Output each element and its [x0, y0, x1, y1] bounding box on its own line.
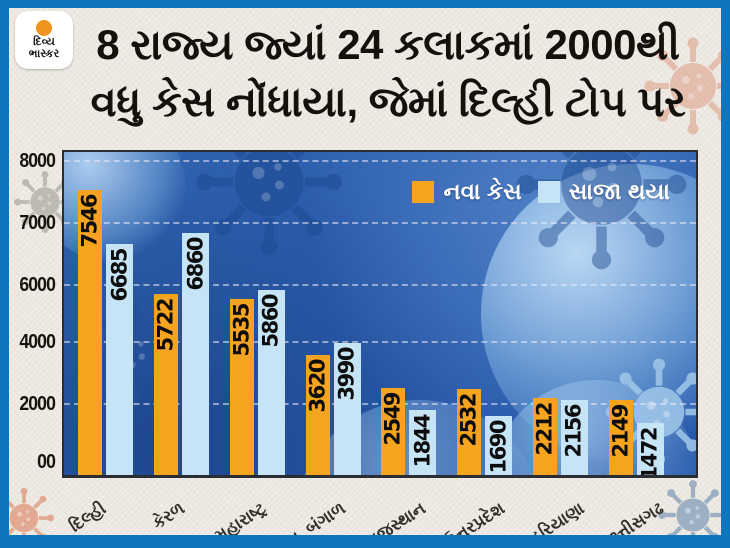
- logo-sun-icon: [36, 20, 52, 37]
- bar-recovered: 6860: [182, 233, 210, 475]
- gridline: [64, 284, 696, 286]
- x-axis-label: હરિયાણા: [525, 498, 588, 535]
- y-axis-tick-label: 6000: [19, 274, 56, 296]
- gridline: [64, 222, 696, 224]
- legend-item-new-cases: નવા કેસ: [412, 178, 522, 205]
- legend-label-recovered: સાજા થયા: [568, 178, 670, 204]
- bar-recovered: 6685: [106, 244, 134, 475]
- gridline: [64, 403, 696, 405]
- bar-new-cases: 2532: [456, 389, 482, 475]
- bar-new-cases: 2149: [608, 400, 633, 475]
- bar-pair: 2149 1472: [608, 400, 664, 478]
- legend-swatch-new-cases: [412, 180, 435, 203]
- bar-recovered: 1844: [409, 410, 437, 475]
- x-axis-label: છત્તીસગઢ: [601, 498, 668, 535]
- plot-area: નવા કેસ સાજા થયા 7546 6685 5722 6860 5535 586…: [62, 150, 698, 478]
- page-title: 8 રાજ્ય જ્યાં 24 કલાકમાં 2000થી વધુ કેસ …: [9, 8, 721, 130]
- y-axis-tick-label: 4000: [19, 331, 56, 353]
- y-axis-tick-label: 00: [37, 451, 56, 473]
- bar-value-label: 3990: [334, 348, 359, 401]
- legend-label-new-cases: નવા કેસ: [443, 178, 522, 204]
- bar-value-label: 3620: [305, 360, 330, 413]
- paper-background: દિવ્ય ભાસ્કર 8 રાજ્ય જ્યાં 24 કલાકમાં 20…: [9, 8, 721, 535]
- x-axis-label: મહારાષ્ટ્ર: [211, 498, 270, 535]
- chart-legend: નવા કેસ સાજા થયા: [412, 178, 670, 205]
- y-axis: 00 2000 4000 6000 7000 8000: [9, 150, 58, 478]
- x-axis-labels: દિલ્હી કેરળ મહારાષ્ટ્ર પ. બંગાળ રાજસ્થાન ઉત્ત…: [62, 483, 698, 535]
- bar-recovered: 5860: [257, 290, 285, 475]
- bar-value-label: 1472: [637, 428, 662, 478]
- page-title-line-1: 8 રાજ્ય જ્યાં 24 કલાકમાં 2000થી: [96, 21, 680, 68]
- logo-text-line1: દિવ્ય: [33, 36, 55, 49]
- bar-new-cases: 7546: [77, 190, 103, 475]
- bar-pair: 5535 5860: [229, 290, 285, 475]
- bar-value-label: 6860: [183, 238, 208, 291]
- legend-item-recovered: સાજા થયા: [537, 178, 670, 205]
- bar-value-label: 1844: [410, 415, 435, 468]
- bar-new-cases: 3620: [305, 355, 330, 475]
- bar-chart: 00 2000 4000 6000 7000 8000 નવા કેસ: [9, 142, 721, 535]
- y-axis-tick-label: 8000: [19, 150, 56, 172]
- bar-value-label: 1690: [486, 421, 511, 474]
- gridline: [64, 160, 696, 162]
- bar-recovered: 1472: [636, 423, 664, 478]
- bar-new-cases: 2212: [532, 398, 557, 475]
- bar-value-label: 6685: [107, 249, 132, 302]
- brand-logo: દિવ્ય ભાસ્કર: [15, 11, 73, 69]
- logo-text-line2: ભાસ્કર: [28, 47, 60, 60]
- bar-new-cases: 5535: [229, 299, 254, 475]
- bar-pair: 2212 2156: [532, 398, 588, 475]
- x-axis-label: ઉત્તરપ્રદેશ: [440, 498, 509, 535]
- x-axis-label: પ. બંગાળ: [284, 498, 349, 535]
- bar-value-label: 7546: [77, 195, 102, 248]
- bar-new-cases: 5722: [153, 294, 179, 475]
- bar-new-cases: 2549: [380, 388, 406, 475]
- y-axis-tick-label: 2000: [19, 393, 56, 415]
- bar-pair: 7546 6685: [77, 190, 134, 475]
- bar-value-label: 2156: [561, 405, 586, 458]
- bar-pair: 2532 1690: [456, 389, 513, 475]
- legend-swatch-recovered: [537, 180, 560, 203]
- bar-pair: 5722 6860: [153, 233, 210, 475]
- bar-value-label: 5722: [153, 299, 178, 352]
- bar-value-label: 2549: [380, 393, 405, 446]
- x-axis-label: રાજસ્થાન: [361, 498, 429, 535]
- bar-pair: 2549 1844: [380, 388, 437, 475]
- bar-pair: 3620 3990: [305, 343, 361, 475]
- bar-value-label: 5860: [258, 295, 283, 348]
- bar-value-label: 2149: [608, 405, 633, 458]
- bar-recovered: 2156: [560, 400, 588, 475]
- bar-value-label: 2532: [456, 394, 481, 447]
- gridline: [64, 341, 696, 343]
- bar-recovered: 1690: [485, 416, 513, 475]
- bar-recovered: 3990: [333, 343, 361, 475]
- bar-value-label: 5535: [229, 304, 254, 357]
- x-axis-label: કેરળ: [149, 498, 189, 534]
- y-axis-tick-label: 7000: [19, 212, 56, 234]
- bar-value-label: 2212: [532, 403, 557, 456]
- page-title-line-2: વધુ કેસ નોંધાયા, જેમાં દિલ્હી ટોપ પર: [90, 78, 686, 125]
- header: દિવ્ય ભાસ્કર 8 રાજ્ય જ્યાં 24 કલાકમાં 20…: [9, 8, 721, 144]
- x-axis-label: દિલ્હી: [65, 498, 110, 535]
